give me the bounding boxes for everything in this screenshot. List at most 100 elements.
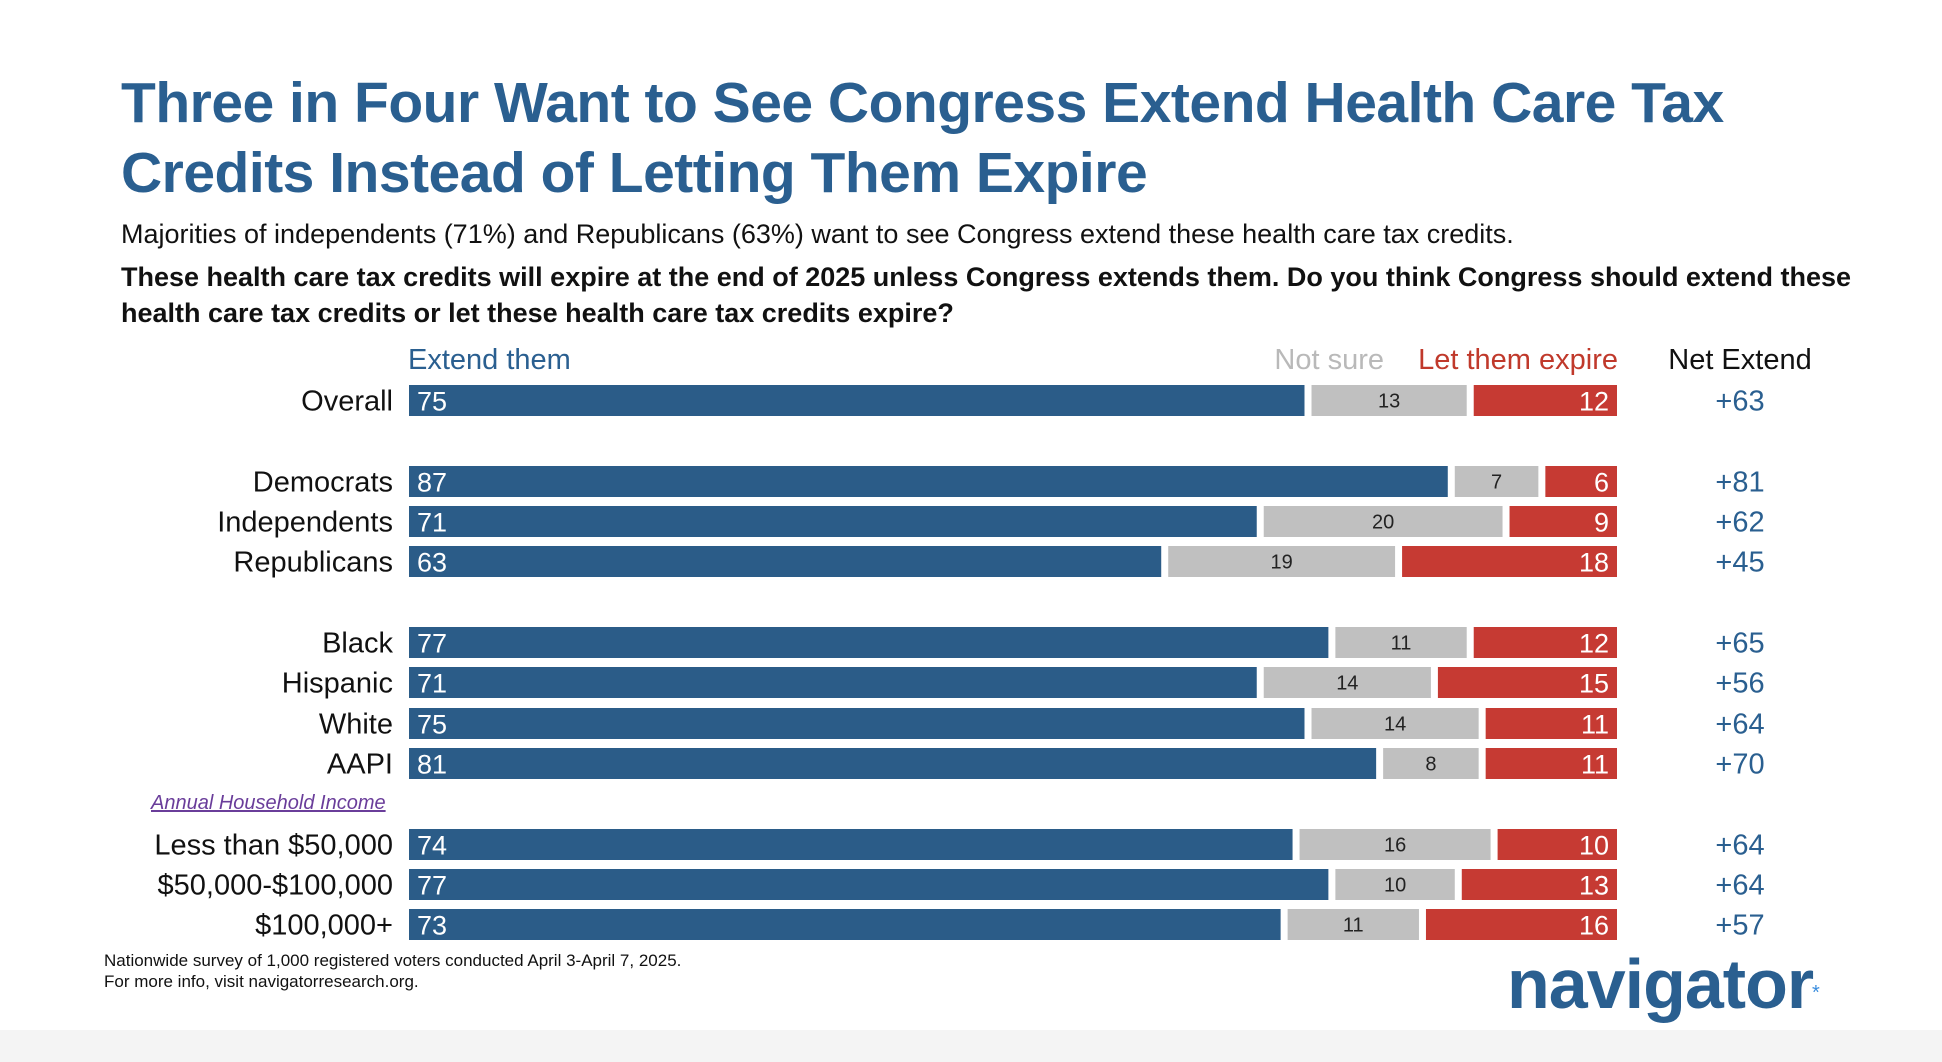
data-label: 12 <box>1579 387 1609 417</box>
bar-segment <box>409 667 1257 698</box>
bar-segment <box>409 829 1293 860</box>
data-label: 71 <box>417 669 447 699</box>
bar-segment <box>1335 627 1467 658</box>
data-label: 18 <box>1579 548 1609 578</box>
bar-segment <box>1311 385 1467 416</box>
net-extend-value: +81 <box>1715 467 1764 499</box>
net-extend-value: +45 <box>1715 547 1764 579</box>
data-label: 73 <box>417 911 447 941</box>
bar-segment <box>1168 546 1396 577</box>
bar-segment <box>1299 829 1491 860</box>
bar-segment <box>1454 466 1539 497</box>
data-label: 15 <box>1579 669 1609 699</box>
bar-segment <box>1402 546 1617 577</box>
category-label: Less than $50,000 <box>154 830 393 862</box>
data-label: 16 <box>1384 835 1406 857</box>
bar-segment <box>1485 708 1617 739</box>
data-label: 6 <box>1594 468 1609 498</box>
data-label: 87 <box>417 468 447 498</box>
data-label: 11 <box>1581 750 1609 780</box>
data-label: 13 <box>1378 391 1400 413</box>
data-label: 11 <box>1343 915 1364 937</box>
net-extend-header: Net Extend <box>1668 344 1812 376</box>
logo-star-icon: * <box>1812 982 1820 1004</box>
net-extend-value: +65 <box>1715 628 1764 660</box>
category-label: $100,000+ <box>255 910 393 942</box>
data-label: 11 <box>1581 710 1609 740</box>
bar-segment <box>409 385 1305 416</box>
data-label: 14 <box>1384 714 1406 736</box>
bar-segment <box>409 909 1281 940</box>
bar-segment <box>1473 385 1617 416</box>
data-label: 19 <box>1271 552 1293 574</box>
data-label: 11 <box>1391 633 1412 655</box>
bar-segment <box>1485 748 1617 779</box>
bar-segment <box>1509 506 1617 537</box>
bar-segment <box>1545 466 1617 497</box>
bar-segment <box>409 546 1162 577</box>
bar-segment <box>409 869 1329 900</box>
bar-segment <box>1311 708 1479 739</box>
net-extend-value: +63 <box>1715 386 1764 418</box>
bottom-band <box>0 1030 1942 1062</box>
data-label: 9 <box>1594 508 1609 538</box>
data-label: 75 <box>417 710 447 740</box>
category-label: Black <box>322 628 393 660</box>
net-extend-value: +57 <box>1715 910 1764 942</box>
data-label: 8 <box>1425 754 1436 776</box>
legend-expire: Let them expire <box>1418 344 1618 376</box>
category-label: Hispanic <box>282 668 393 700</box>
bar-segment <box>1383 748 1479 779</box>
bar-segment <box>1335 869 1455 900</box>
bar-segment <box>1437 667 1617 698</box>
bar-segment <box>1461 869 1617 900</box>
data-label: 20 <box>1372 512 1394 534</box>
data-label: 10 <box>1579 831 1609 861</box>
legend-extend: Extend them <box>408 344 571 376</box>
chart-subtitle: Majorities of independents (71%) and Rep… <box>121 219 1514 249</box>
data-label: 74 <box>417 831 447 861</box>
net-extend-value: +64 <box>1715 870 1764 902</box>
legend-not-sure: Not sure <box>1274 344 1384 376</box>
net-extend-value: +64 <box>1715 830 1764 862</box>
income-section-label[interactable]: Annual Household Income <box>151 792 386 814</box>
data-label: 10 <box>1384 875 1406 897</box>
net-extend-value: +56 <box>1715 668 1764 700</box>
chart-title: Three in Four Want to See Congress Exten… <box>121 71 1724 205</box>
data-label: 12 <box>1579 629 1609 659</box>
bar-segment <box>1473 627 1617 658</box>
footnote: Nationwide survey of 1,000 registered vo… <box>104 950 681 992</box>
footnote-line-2: For more info, visit navigatorresearch.o… <box>104 972 419 991</box>
bar-segment <box>1425 909 1617 940</box>
data-label: 63 <box>417 548 447 578</box>
data-label: 77 <box>417 871 447 901</box>
bar-segment <box>1263 667 1431 698</box>
bar-segment <box>1287 909 1419 940</box>
net-extend-value: +70 <box>1715 749 1764 781</box>
category-label: $50,000-$100,000 <box>158 870 393 902</box>
bar-segment <box>1497 829 1617 860</box>
survey-question: These health care tax credits will expir… <box>121 262 1851 328</box>
bar-segment <box>409 627 1329 658</box>
category-label: AAPI <box>327 749 393 781</box>
category-label: Republicans <box>233 547 393 579</box>
net-extend-value: +64 <box>1715 709 1764 741</box>
bar-segment <box>409 748 1377 779</box>
navigator-logo: navigator <box>1507 945 1814 1023</box>
data-label: 13 <box>1579 871 1609 901</box>
data-label: 7 <box>1491 472 1502 494</box>
bar-segment <box>409 506 1257 537</box>
net-extend-value: +62 <box>1715 507 1764 539</box>
category-label: Independents <box>217 507 393 539</box>
data-label: 14 <box>1336 673 1358 695</box>
bar-segment <box>409 466 1448 497</box>
data-label: 75 <box>417 387 447 417</box>
data-label: 81 <box>417 750 447 780</box>
category-label: Overall <box>301 386 393 418</box>
category-label: Democrats <box>253 467 393 499</box>
data-label: 16 <box>1579 911 1609 941</box>
data-label: 77 <box>417 629 447 659</box>
bar-segment <box>409 708 1305 739</box>
bar-segment <box>1263 506 1503 537</box>
